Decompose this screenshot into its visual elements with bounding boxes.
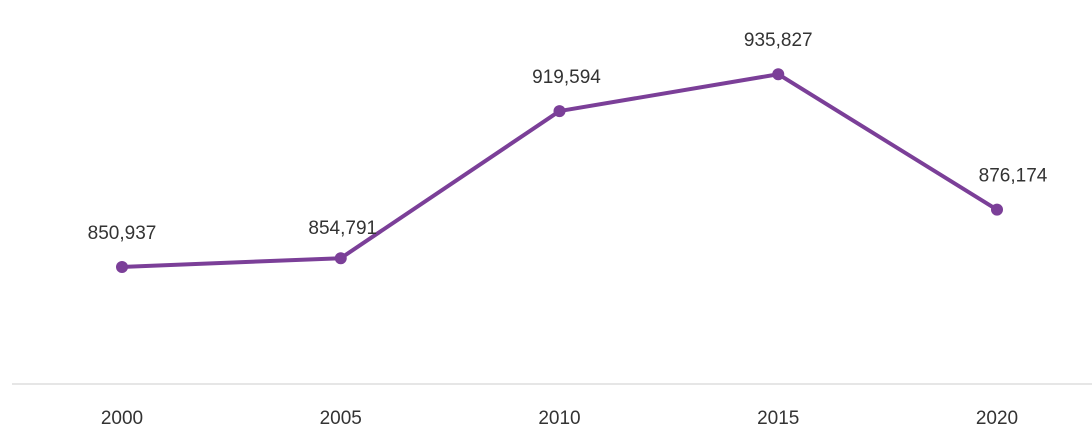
data-label: 876,174: [979, 166, 1048, 187]
data-label: 935,827: [744, 30, 813, 51]
x-tick-label: 2015: [757, 408, 799, 428]
x-tick-label: 2005: [320, 408, 362, 428]
x-tick-label: 2010: [538, 408, 580, 428]
series-line: [120, 72, 999, 269]
data-label: 919,594: [532, 67, 601, 88]
x-tick-label: 2000: [101, 408, 143, 428]
data-points: [116, 68, 1003, 273]
data-point: [553, 105, 566, 118]
data-labels: 850,937 854,791 919,594 935,827 876,174: [88, 30, 1048, 244]
x-tick-label: 2020: [976, 408, 1018, 428]
data-point: [772, 68, 785, 81]
data-point: [116, 260, 128, 273]
data-point: [991, 203, 1003, 216]
data-label: 850,937: [88, 223, 157, 244]
data-label: 854,791: [308, 218, 377, 239]
x-tick-labels: 2000 2005 2010 2015 2020: [101, 408, 1018, 428]
data-point: [334, 252, 347, 265]
